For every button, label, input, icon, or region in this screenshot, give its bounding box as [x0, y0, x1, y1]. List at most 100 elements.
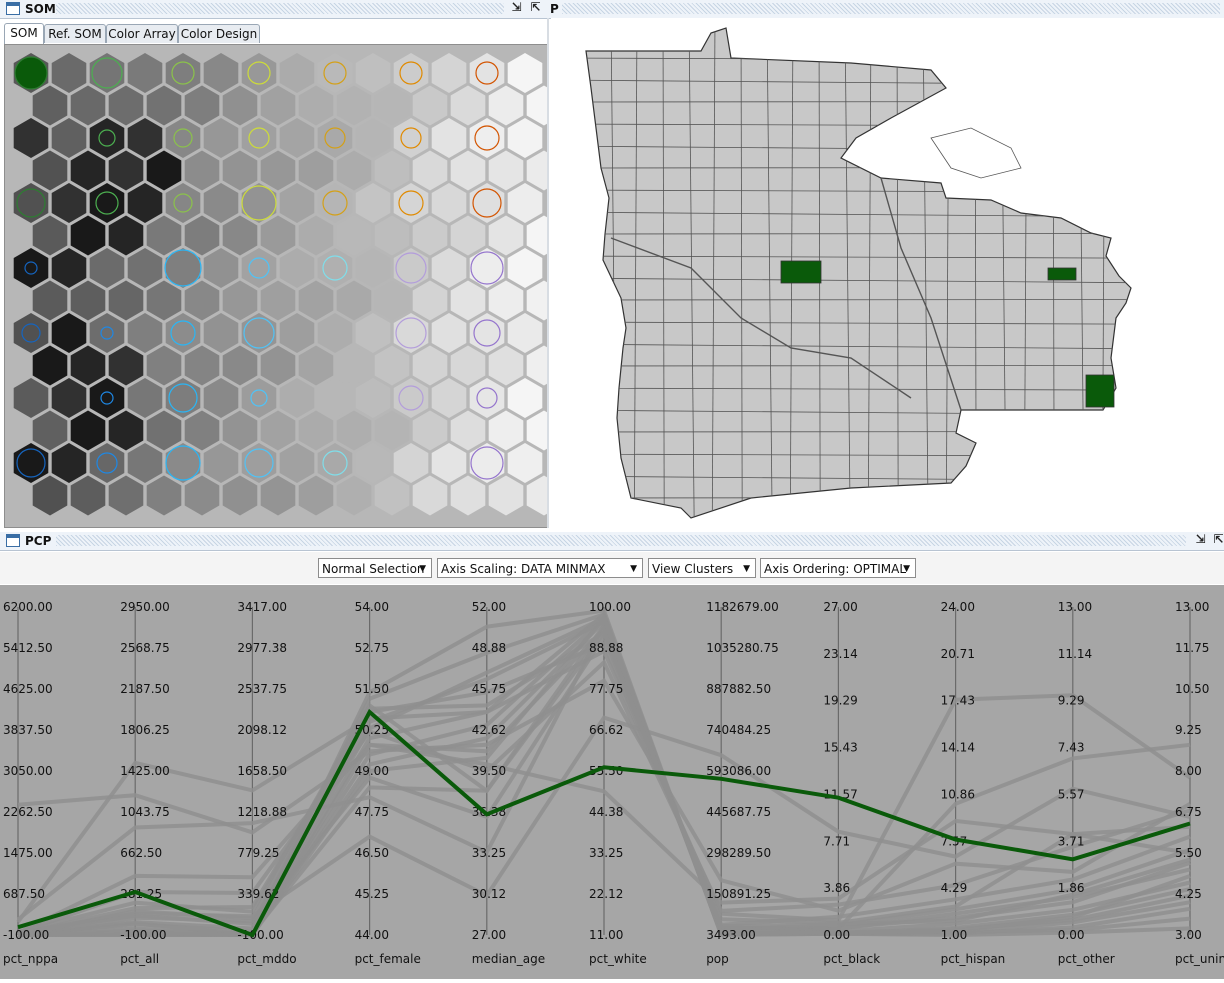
pcp-record-line[interactable]: [17, 678, 1192, 913]
som-hexagon[interactable]: [70, 475, 106, 516]
som-hexagon[interactable]: [89, 313, 125, 353]
som-node-circle[interactable]: [95, 191, 119, 215]
som-hexagon[interactable]: [89, 53, 125, 93]
som-hexagon[interactable]: [222, 345, 258, 386]
som-node-circle[interactable]: [100, 391, 114, 405]
pcp-record-line[interactable]: [16, 648, 1192, 924]
som-hexagon[interactable]: [488, 280, 524, 321]
som-hexagon[interactable]: [298, 85, 334, 126]
som-hexagon[interactable]: [203, 443, 239, 483]
pcp-record-line[interactable]: [17, 625, 1191, 938]
som-node-circle[interactable]: [21, 323, 41, 343]
som-hexagon[interactable]: [203, 248, 239, 288]
som-hexagon[interactable]: [241, 443, 277, 483]
som-hexagon[interactable]: [203, 183, 239, 223]
som-hexagon[interactable]: [70, 345, 106, 386]
som-node-circle[interactable]: [323, 61, 347, 85]
som-hexagon[interactable]: [412, 215, 448, 256]
map-canvas[interactable]: [551, 18, 1224, 528]
som-node-circle[interactable]: [16, 188, 46, 218]
som-node-circle[interactable]: [395, 317, 427, 349]
som-hexagon[interactable]: [526, 345, 547, 386]
som-node-circle[interactable]: [173, 193, 193, 213]
som-hexagon[interactable]: [336, 85, 372, 126]
som-hexagon[interactable]: [127, 183, 163, 223]
som-hexagon[interactable]: [51, 118, 87, 158]
som-node-circle[interactable]: [247, 61, 271, 85]
axis-name-label[interactable]: pct_black: [823, 952, 880, 966]
som-node-circle[interactable]: [164, 249, 202, 287]
som-hexagon[interactable]: [374, 150, 410, 191]
som-node-circle[interactable]: [322, 190, 348, 216]
som-hexagon[interactable]: [450, 150, 486, 191]
som-hexagon[interactable]: [184, 475, 220, 516]
som-node-circle[interactable]: [16, 448, 46, 478]
som-hexagon[interactable]: [488, 85, 524, 126]
som-hexagon[interactable]: [279, 443, 315, 483]
tab-color-array[interactable]: Color Array: [106, 24, 178, 43]
som-node-circle[interactable]: [96, 452, 118, 474]
som-hexagon[interactable]: [13, 378, 49, 418]
som-hexagon[interactable]: [165, 53, 201, 93]
som-hexagon[interactable]: [431, 53, 467, 93]
som-hexagon[interactable]: [165, 313, 201, 353]
selection-mode-dropdown[interactable]: Normal Selection ▼: [318, 558, 432, 578]
som-node-circle[interactable]: [168, 383, 198, 413]
som-hexagon[interactable]: [146, 280, 182, 321]
som-node-circle[interactable]: [322, 255, 348, 281]
som-hexagon[interactable]: [222, 410, 258, 451]
som-hexagon[interactable]: [488, 475, 524, 516]
som-hexagon[interactable]: [317, 443, 353, 483]
som-hexagon[interactable]: [32, 475, 68, 516]
som-hexagon[interactable]: [298, 410, 334, 451]
som-hexagon[interactable]: [32, 410, 68, 451]
som-node-circle[interactable]: [100, 326, 114, 340]
som-hexagon[interactable]: [450, 85, 486, 126]
axis-name-label[interactable]: pct_female: [355, 952, 421, 966]
som-hexagon[interactable]: [469, 313, 505, 353]
som-hexagon[interactable]: [146, 85, 182, 126]
som-hexagon[interactable]: [469, 378, 505, 418]
som-hexagon[interactable]: [393, 443, 429, 483]
som-hexagon[interactable]: [431, 248, 467, 288]
som-hexagon[interactable]: [108, 475, 144, 516]
som-hexagon[interactable]: [431, 313, 467, 353]
som-node-circle[interactable]: [470, 251, 504, 285]
pcp-selected-line[interactable]: [17, 708, 1191, 938]
selected-county[interactable]: [780, 260, 822, 284]
som-hexagon[interactable]: [336, 475, 372, 516]
som-hexagon[interactable]: [507, 53, 543, 93]
som-hexagon[interactable]: [507, 313, 543, 353]
som-hexagon[interactable]: [51, 378, 87, 418]
som-hexagon[interactable]: [89, 248, 125, 288]
som-hexagon[interactable]: [412, 410, 448, 451]
som-hexagon[interactable]: [165, 378, 201, 418]
som-hexagon[interactable]: [146, 345, 182, 386]
som-node-circle[interactable]: [470, 446, 504, 480]
som-hexagon[interactable]: [355, 313, 391, 353]
som-hexagon[interactable]: [146, 215, 182, 256]
selected-county[interactable]: [1047, 267, 1077, 281]
som-hexagon[interactable]: [317, 313, 353, 353]
axis-scaling-dropdown[interactable]: Axis Scaling: DATA MINMAX ▼: [437, 558, 643, 578]
som-hexagon[interactable]: [32, 215, 68, 256]
som-hexagon[interactable]: [165, 248, 201, 288]
som-hexagon[interactable]: [279, 313, 315, 353]
som-hexagon[interactable]: [241, 53, 277, 93]
som-hexagon[interactable]: [450, 215, 486, 256]
som-hexagon[interactable]: [13, 313, 49, 353]
som-hexagon[interactable]: [412, 345, 448, 386]
som-hexagon[interactable]: [488, 410, 524, 451]
som-node-circle[interactable]: [250, 389, 268, 407]
som-hexagon[interactable]: [165, 118, 201, 158]
som-hexagon[interactable]: [393, 313, 429, 353]
som-hexagon[interactable]: [298, 280, 334, 321]
som-hexagon[interactable]: [146, 410, 182, 451]
som-node-circle[interactable]: [474, 125, 500, 151]
som-hexagon[interactable]: [412, 475, 448, 516]
som-node-circle[interactable]: [170, 320, 196, 346]
som-hexagon[interactable]: [488, 345, 524, 386]
som-hexagon[interactable]: [507, 378, 543, 418]
som-hexagon[interactable]: [488, 215, 524, 256]
som-hexagon[interactable]: [127, 378, 163, 418]
